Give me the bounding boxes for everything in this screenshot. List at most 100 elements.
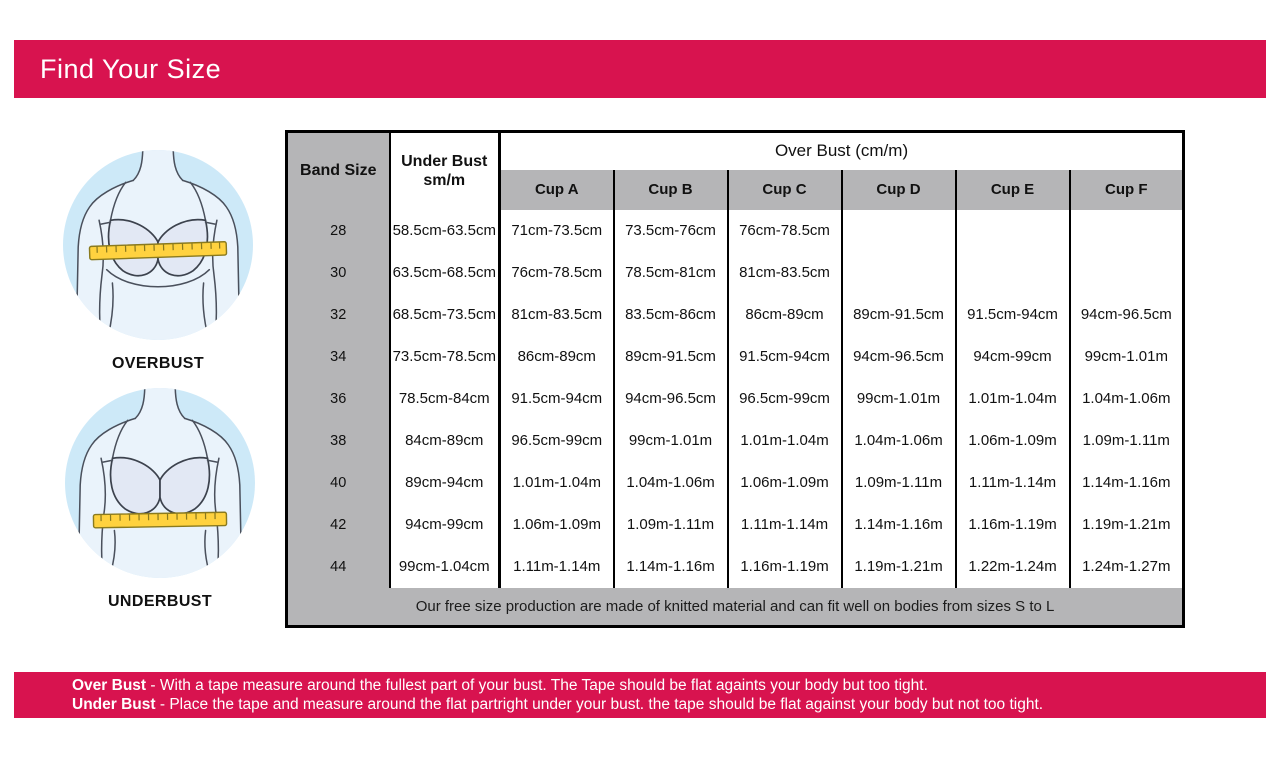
cup-range	[841, 209, 957, 252]
cup-range: 86cm-89cm	[499, 335, 615, 378]
cup-a-header: Cup A	[499, 169, 615, 210]
cup-range: 1.24m-1.27m	[1082, 558, 1171, 575]
cup-e-header: Cup E	[955, 169, 1071, 210]
overbust-label: OVERBUST	[111, 355, 205, 372]
cup-d-header: Cup D	[841, 169, 957, 210]
cup-c-header: Cup C	[727, 169, 843, 210]
cup-range: 89cm-91.5cm	[841, 293, 957, 336]
cup-range: 86cm-89cm	[727, 293, 843, 336]
cup-range: 1.04m-1.06m	[841, 419, 957, 462]
over-bust-instruction-term: Over Bust	[72, 677, 147, 694]
cup-range: 96.5cm-99cm	[499, 419, 615, 462]
under-bust-header-line2: sm/m	[423, 172, 466, 190]
band-size-value: 30	[286, 251, 391, 294]
cup-range: 1.22m-1.24m	[955, 545, 1071, 588]
cup-range: 1.14m-1.16m	[1082, 474, 1171, 491]
overbust-illustration-circle	[63, 150, 253, 340]
cup-range: 91.5cm-94cm	[727, 335, 843, 378]
cup-range: 81cm-83.5cm	[727, 251, 843, 294]
under-bust-header-line1: Under Bust	[401, 153, 488, 171]
cup-range: 96.5cm-99cm	[727, 377, 843, 420]
cup-range: 94cm-99cm	[955, 335, 1071, 378]
underbust-label: UNDERBUST	[107, 593, 213, 610]
band-size-value: 38	[286, 419, 391, 462]
cup-range: 76cm-78.5cm	[499, 251, 615, 294]
band-size-header: Band Size	[286, 131, 391, 210]
cup-range: 1.04m-1.06m	[1082, 390, 1171, 407]
cup-range	[1070, 252, 1184, 294]
cup-range: 1.11m-1.14m	[727, 503, 843, 546]
cup-range: 94cm-96.5cm	[1080, 306, 1172, 323]
band-size-value: 44	[286, 545, 391, 588]
cup-range: 99cm-1.01m	[1084, 348, 1168, 365]
band-size-value: 28	[286, 209, 391, 252]
cup-range: 1.09m-1.11m	[841, 461, 957, 504]
under-bust-range: 63.5cm-68.5cm	[389, 251, 501, 294]
cup-range: 1.06m-1.09m	[499, 503, 615, 546]
cup-range: 1.11m-1.14m	[499, 545, 615, 588]
cup-range: 99cm-1.01m	[841, 377, 957, 420]
cup-range: 99cm-1.01m	[613, 419, 729, 462]
cup-range: 1.01m-1.04m	[727, 419, 843, 462]
cup-range: 1.01m-1.04m	[499, 461, 615, 504]
instructions-bar: Over Bust - With a tape measure around t…	[14, 672, 1266, 718]
cup-range: 1.06m-1.09m	[955, 419, 1071, 462]
band-size-value: 34	[286, 335, 391, 378]
cup-range	[955, 209, 1071, 252]
cup-range	[955, 251, 1071, 294]
under-bust-header: Under Bust sm/m	[389, 131, 501, 210]
band-size-value: 36	[286, 377, 391, 420]
underbust-illustration-circle	[65, 388, 255, 578]
under-bust-range: 73.5cm-78.5cm	[389, 335, 501, 378]
free-size-note: Our free size production are made of kni…	[286, 587, 1184, 627]
size-table-row: 32 68.5cm-73.5cm 81cm-83.5cm 83.5cm-86cm 86c…	[286, 293, 1184, 336]
cup-range: 94cm-96.5cm	[841, 335, 957, 378]
under-bust-range: 84cm-89cm	[389, 419, 501, 462]
table-header-row-top: Band Size Under Bust sm/m Over Bust (cm/…	[286, 131, 1184, 210]
cup-range: 91.5cm-94cm	[955, 293, 1071, 336]
under-bust-range: 99cm-1.04cm	[389, 545, 501, 588]
cup-range: 76cm-78.5cm	[727, 209, 843, 252]
underbust-measure-illustration-icon	[77, 388, 243, 578]
cup-range: 71cm-73.5cm	[499, 209, 615, 252]
under-bust-instruction-text: - Place the tape and measure around the …	[155, 696, 1044, 713]
band-size-value: 40	[286, 461, 391, 504]
underbust-figure: UNDERBUST	[65, 388, 255, 611]
measuring-tape-icon	[88, 241, 228, 261]
over-bust-instruction: Over Bust - With a tape measure around t…	[72, 676, 1266, 695]
under-bust-instruction-term: Under Bust	[72, 696, 156, 713]
size-table-row: 36 78.5cm-84cm 91.5cm-94cm 94cm-96.5cm 96.5c…	[286, 377, 1184, 420]
cup-range: 83.5cm-86cm	[613, 293, 729, 336]
size-table-row: 40 89cm-94cm 1.01m-1.04m 1.04m-1.06m 1.06m-1…	[286, 461, 1184, 504]
size-table-row: 28 58.5cm-63.5cm 71cm-73.5cm 73.5cm-76cm 76c…	[286, 209, 1184, 252]
cup-range: 1.01m-1.04m	[955, 377, 1071, 420]
cup-range: 1.09m-1.11m	[1082, 432, 1170, 449]
cup-range: 1.09m-1.11m	[613, 503, 729, 546]
size-table: Band Size Under Bust sm/m Over Bust (cm/…	[285, 130, 1186, 628]
table-footnote-row: Our free size production are made of kni…	[286, 587, 1184, 627]
band-size-value: 42	[286, 503, 391, 546]
overbust-figure: OVERBUST	[63, 150, 253, 373]
cup-range: 1.16m-1.19m	[727, 545, 843, 588]
cup-range: 1.04m-1.06m	[613, 461, 729, 504]
under-bust-range: 78.5cm-84cm	[389, 377, 501, 420]
under-bust-instruction: Under Bust - Place the tape and measure …	[72, 695, 1266, 714]
band-size-value: 32	[286, 293, 391, 336]
under-bust-range: 89cm-94cm	[389, 461, 501, 504]
cup-range: 1.19m-1.21m	[841, 545, 957, 588]
under-bust-range: 94cm-99cm	[389, 503, 501, 546]
cup-range	[841, 251, 957, 294]
over-bust-instruction-text: - With a tape measure around the fullest…	[146, 677, 928, 694]
cup-range: 1.14m-1.16m	[613, 545, 729, 588]
cup-range: 94cm-96.5cm	[613, 377, 729, 420]
page-header-bar: Find Your Size	[14, 40, 1266, 98]
over-bust-header: Over Bust (cm/m)	[499, 131, 1184, 170]
cup-range	[1070, 210, 1184, 252]
cup-range: 1.11m-1.14m	[955, 461, 1071, 504]
page-title: Find Your Size	[40, 53, 222, 84]
overbust-measure-illustration-icon	[75, 150, 241, 340]
table-header-row-cups: Cup A Cup B Cup C Cup D Cup E Cup F	[287, 169, 1184, 210]
size-table-body: 28 58.5cm-63.5cm 71cm-73.5cm 73.5cm-76cm 76c…	[286, 209, 1184, 588]
cup-range: 1.14m-1.16m	[841, 503, 957, 546]
cup-range: 1.16m-1.19m	[955, 503, 1071, 546]
